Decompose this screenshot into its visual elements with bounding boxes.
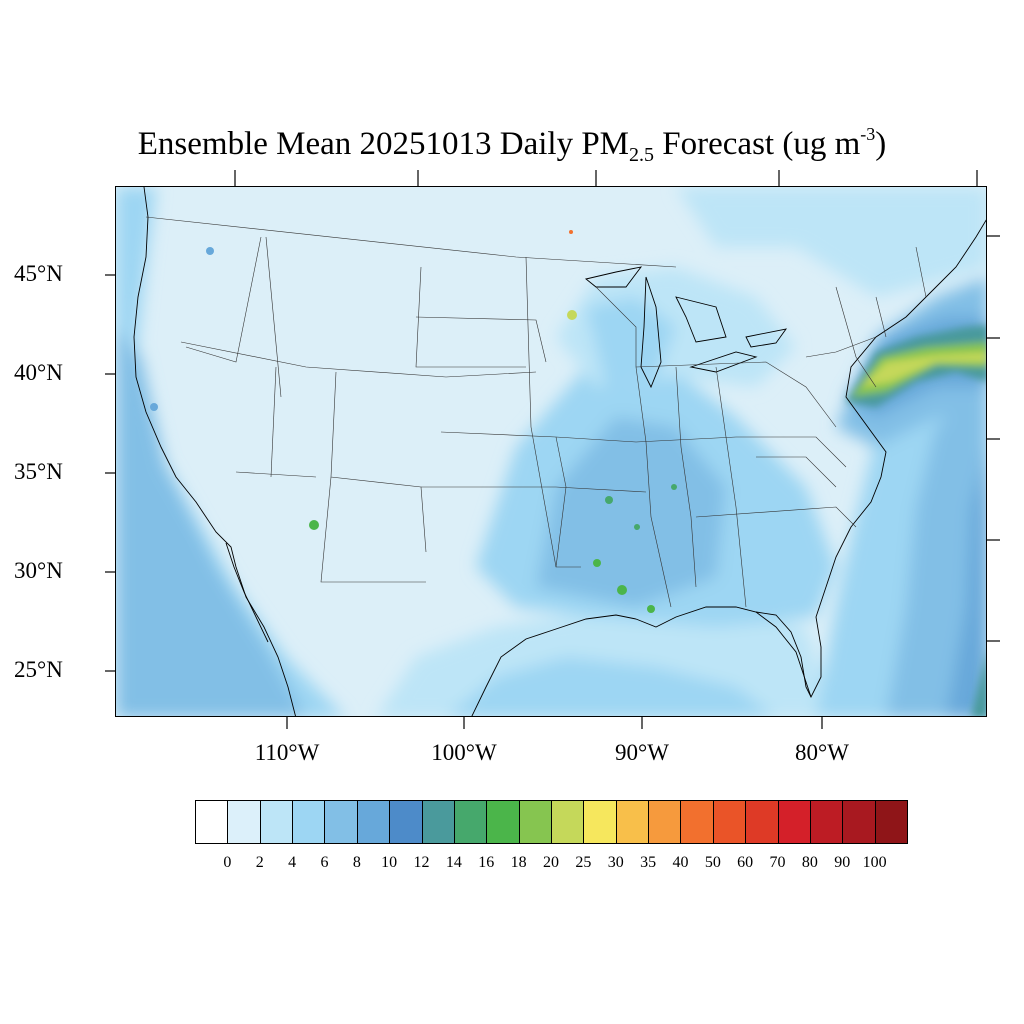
colorbar-box	[324, 800, 358, 844]
map-svg	[116, 187, 986, 716]
colorbar-box	[745, 800, 779, 844]
colorbar-box	[227, 800, 261, 844]
colorbar-box	[551, 800, 585, 844]
colorbar-label: 30	[607, 854, 624, 871]
lat-label: 25°N	[14, 657, 63, 682]
colorbar-box	[712, 800, 747, 844]
lon-label: 110°W	[254, 740, 320, 765]
colorbar-label: 35	[640, 854, 657, 871]
state-borders	[145, 216, 927, 608]
colorbar-label: 16	[478, 854, 495, 871]
title-suffix: )	[875, 126, 887, 162]
colorbar-box	[389, 800, 423, 844]
colorbar-label: 4	[288, 854, 297, 871]
colorbar-box	[680, 800, 714, 844]
colorbar-label: 10	[381, 854, 398, 871]
hotspots	[150, 230, 677, 613]
coastlines	[133, 187, 986, 716]
colorbar-box	[583, 800, 617, 844]
title-units: Forecast (ug m	[654, 126, 861, 162]
colorbar-box	[356, 800, 391, 844]
title-superscript: -3	[860, 124, 876, 144]
colorbar-label: 100	[862, 854, 887, 871]
colorbar-box	[842, 800, 876, 844]
colorbar-label: 90	[834, 854, 851, 871]
colorbar-box	[259, 800, 294, 844]
colorbar-box	[874, 800, 908, 844]
colorbar-box	[421, 800, 455, 844]
smoke-plume	[846, 325, 986, 716]
title-text: Ensemble Mean 20251013 Daily PM	[137, 126, 630, 162]
lon-label: 100°W	[431, 740, 497, 765]
title-subscript: 2.5	[629, 144, 655, 166]
lat-label: 30°N	[14, 558, 63, 583]
colorbar-box	[648, 800, 682, 844]
colorbar-label: 6	[320, 854, 329, 871]
colorbar-box	[777, 800, 811, 844]
lat-label: 40°N	[14, 360, 63, 385]
colorbar-label: 12	[413, 854, 430, 871]
chart-title: Ensemble Mean 20251013 Daily PM2.5 Forec…	[0, 112, 1024, 177]
colorbar-label: 20	[543, 854, 559, 871]
colorbar-label: 80	[801, 854, 818, 871]
lon-label: 90°W	[615, 740, 669, 765]
colorbar-box	[486, 800, 520, 844]
colorbar-box	[453, 800, 488, 844]
colorbar-box	[292, 800, 326, 844]
colorbar-label: 50	[704, 854, 721, 871]
forecast-map	[115, 186, 987, 717]
colorbar-label: 70	[769, 854, 786, 871]
colorbar-label: 0	[223, 854, 232, 871]
lat-label: 45°N	[14, 261, 63, 286]
pm25-field	[116, 187, 986, 716]
colorbar-box	[518, 800, 552, 844]
colorbar-box	[809, 800, 844, 844]
colorbar-label: 40	[672, 854, 689, 871]
colorbar-label: 2	[255, 854, 264, 871]
lat-label: 35°N	[14, 459, 63, 484]
colorbar-label: 8	[352, 854, 361, 871]
lon-label: 80°W	[795, 740, 849, 765]
colorbar-label: 25	[575, 854, 592, 871]
colorbar-label: 18	[510, 854, 527, 871]
colorbar-box	[615, 800, 650, 844]
colorbar-label: 60	[737, 854, 754, 871]
colorbar-label: 14	[445, 854, 462, 871]
colorbar-box	[195, 800, 229, 844]
